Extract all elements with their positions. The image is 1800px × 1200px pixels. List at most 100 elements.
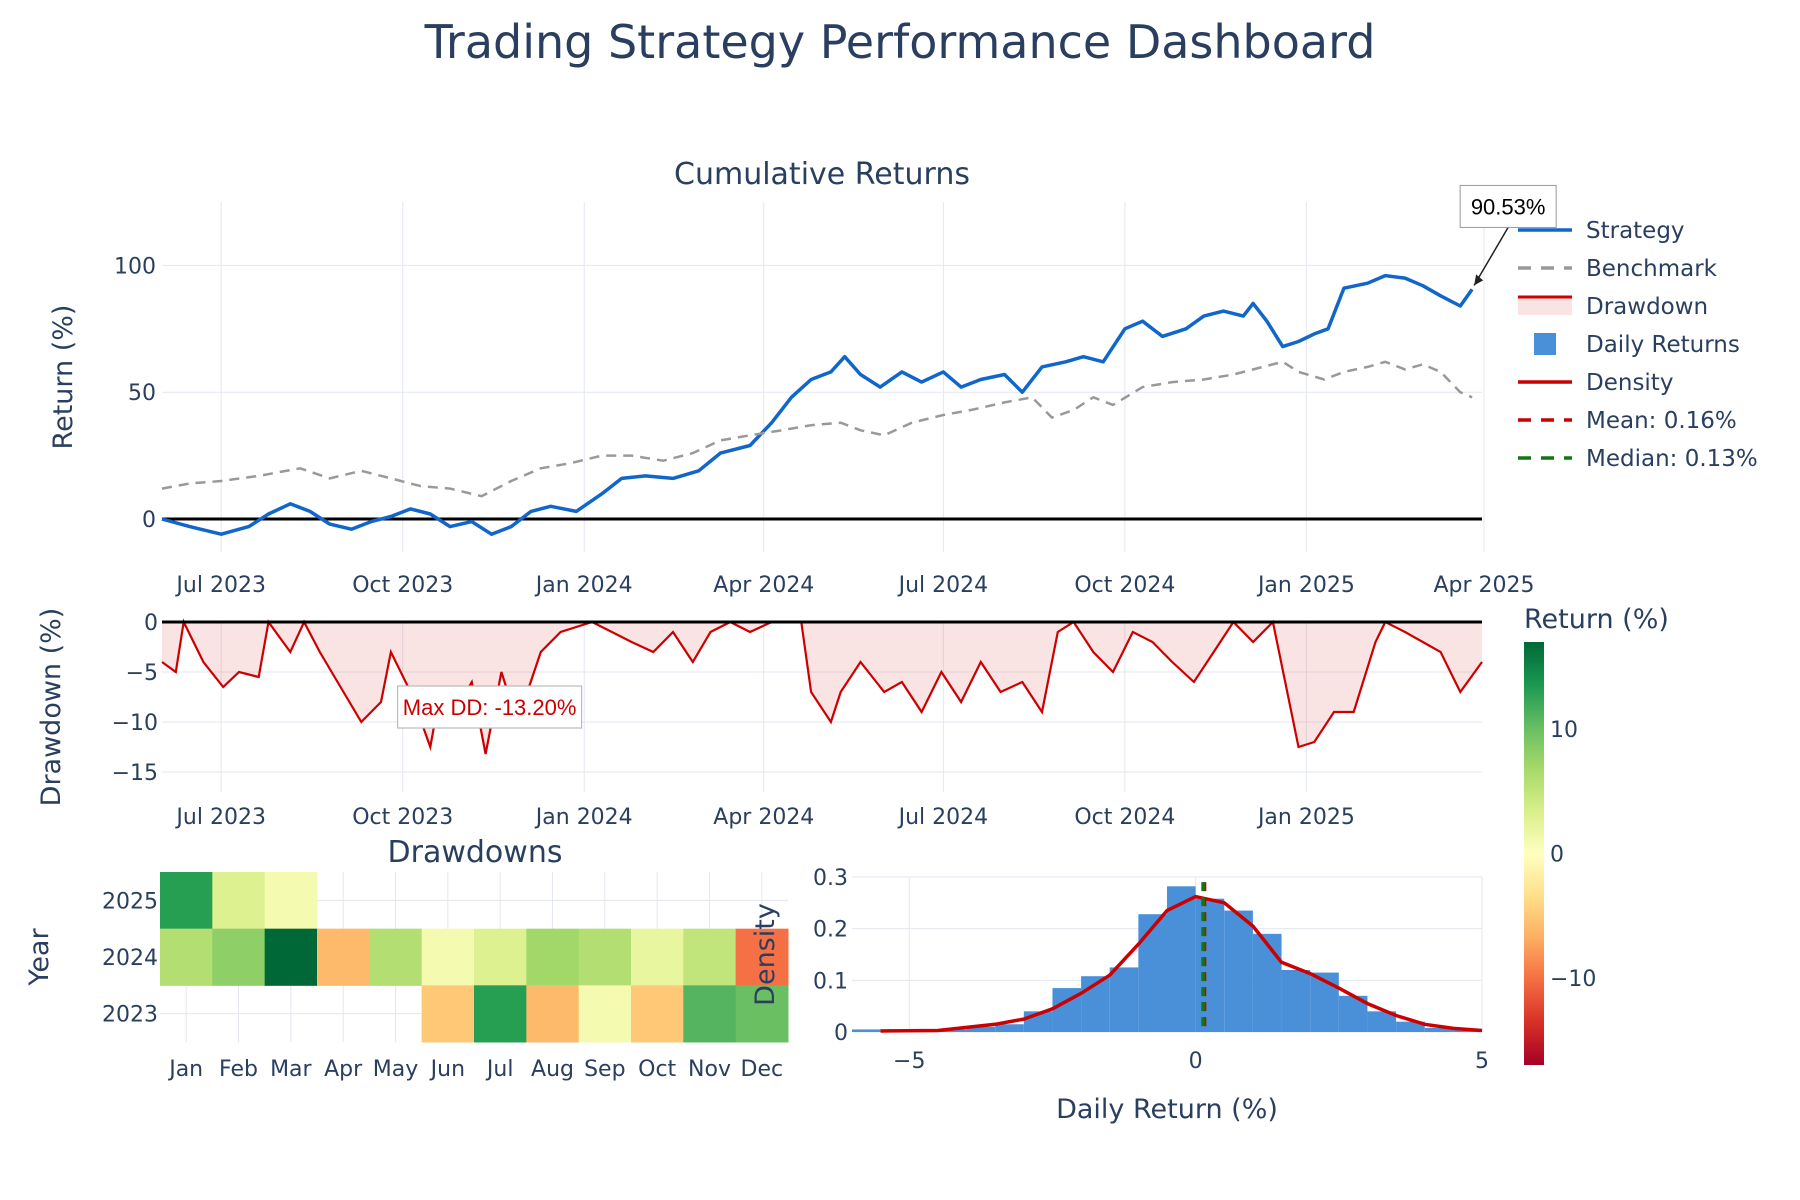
y-axis-title: Density: [750, 903, 781, 1006]
heatmap-cell: [526, 928, 580, 986]
histogram-bar: [1396, 1021, 1425, 1032]
heatmap-cell: [317, 928, 370, 986]
month-label: Mar: [270, 1057, 312, 1082]
legend-item[interactable]: Median: 0.13%: [1518, 446, 1758, 472]
x-tick-label: Oct 2023: [352, 573, 453, 598]
legend-item[interactable]: Strategy: [1518, 218, 1685, 244]
histogram-bar: [1281, 970, 1311, 1032]
x-tick-label: Jan 2025: [1256, 573, 1355, 598]
month-label: Feb: [219, 1057, 258, 1082]
histogram-bar: [1109, 967, 1139, 1032]
heatmap-cell: [526, 985, 580, 1043]
return-distribution-panel: 0 0.1 0.2 0.3 −5 0 5 Daily Return (%) Density: [750, 866, 1489, 1125]
month-label: Aug: [531, 1057, 574, 1082]
heatmap-cell: [578, 985, 632, 1043]
legend-item[interactable]: Daily Returns: [1534, 332, 1740, 358]
annotation-arrow: [1473, 227, 1509, 286]
x-tick-label: 5: [1475, 1049, 1489, 1074]
legend-swatch: [1534, 333, 1556, 355]
legend[interactable]: Strategy Benchmark Drawdown Daily Returns De…: [1518, 218, 1758, 472]
histogram-bar: [966, 1026, 996, 1032]
month-label: Jul: [485, 1057, 514, 1082]
x-tick-label: Jul 2024: [897, 805, 989, 830]
y-tick-label: 0.1: [813, 969, 848, 994]
cumulative-returns-panel: Cumulative Returns Jul 2023 Oct 2023 Jan 20…: [48, 157, 1557, 598]
x-tick-label: Apr 2025: [1433, 573, 1534, 598]
year-label: 2024: [102, 946, 158, 971]
colorbar: Return (%) −10 0 10: [1524, 604, 1669, 1065]
final-return-annotation: 90.53%: [1471, 194, 1546, 219]
y-tick-label: 0.2: [813, 918, 848, 943]
histogram-bar: [1167, 886, 1196, 1032]
month-label: May: [373, 1057, 418, 1082]
heatmap-cell: [264, 872, 318, 930]
heatmap-cell: [212, 872, 266, 930]
y-tick-label: 50: [128, 381, 156, 406]
x-tick-label: Apr 2024: [713, 573, 814, 598]
legend-swatch: [1518, 297, 1572, 315]
y-axis-title: Year: [24, 928, 55, 987]
legend-item[interactable]: Density: [1518, 370, 1673, 396]
heatmap-cell: [369, 928, 423, 986]
y-axis-title: Drawdown (%): [36, 608, 67, 807]
month-label: Jan: [167, 1057, 203, 1082]
max-drawdown-annotation: Max DD: -13.20%: [403, 695, 577, 720]
heatmap-cell: [474, 985, 527, 1043]
x-tick-label: Oct 2023: [352, 805, 453, 830]
month-label: Oct: [638, 1057, 676, 1082]
histogram-bar: [1195, 898, 1225, 1032]
heatmap-cell: [735, 928, 789, 986]
x-tick-label: Apr 2024: [713, 805, 814, 830]
x-axis-title: Daily Return (%): [1056, 1094, 1278, 1125]
colorbar-gradient: [1524, 642, 1544, 1065]
x-tick-label: Jan 2024: [534, 805, 633, 830]
annotation-arrowhead: [1474, 274, 1484, 286]
heatmap-cell: [160, 928, 213, 986]
month-label: Sep: [584, 1057, 625, 1082]
heatmap-cell: [474, 928, 527, 986]
month-label: Jun: [429, 1057, 465, 1082]
heatmap-cell: [578, 928, 632, 986]
month-label: Apr: [324, 1057, 363, 1082]
drawdown-line: [161, 618, 1483, 755]
panel-title: Cumulative Returns: [674, 157, 970, 192]
x-tick-label: Oct 2024: [1074, 805, 1175, 830]
legend-label: Daily Returns: [1586, 332, 1740, 358]
x-tick-label: Jan 2024: [534, 573, 633, 598]
y-tick-label: −5: [126, 661, 158, 686]
monthly-heatmap-panel: Drawdowns Jan Feb Mar Apr May Jun Jul Aug Sep Oct N…: [24, 835, 789, 1082]
legend-item[interactable]: Benchmark: [1518, 256, 1718, 282]
x-tick-label: 0: [1189, 1049, 1203, 1074]
x-tick-label: Jan 2025: [1256, 805, 1355, 830]
heatmap-cell: [683, 928, 737, 986]
histogram-bar: [852, 1029, 881, 1032]
histogram-bar: [1252, 933, 1282, 1032]
heatmap-cell: [421, 985, 475, 1043]
benchmark-line: [161, 360, 1473, 498]
x-tick-label: Jul 2023: [174, 805, 266, 830]
annotation-box: [1459, 184, 1557, 228]
heatmap-cell: [683, 985, 737, 1043]
heatmap-cell: [631, 985, 684, 1043]
y-tick-label: 100: [114, 254, 156, 279]
legend-item[interactable]: Drawdown: [1518, 294, 1708, 320]
colorbar-title: Return (%): [1524, 604, 1669, 635]
annotation-box: [396, 685, 583, 729]
heatmap-cell: [735, 985, 789, 1043]
year-label: 2025: [102, 889, 158, 914]
heatmap-cell: [264, 928, 318, 986]
y-tick-label: −10: [112, 711, 158, 736]
legend-label: Density: [1586, 370, 1673, 396]
histogram-bar: [1424, 1027, 1454, 1032]
strategy-line: [161, 273, 1474, 536]
legend-label: Median: 0.13%: [1586, 446, 1758, 472]
legend-item[interactable]: Mean: 0.16%: [1518, 408, 1737, 434]
legend-label: Mean: 0.16%: [1586, 408, 1737, 434]
y-tick-label: 0.3: [813, 866, 848, 891]
colorbar-tick-label: 10: [1550, 718, 1578, 743]
legend-label: Benchmark: [1586, 256, 1718, 282]
histogram-bar: [1224, 910, 1253, 1032]
density-curve: [880, 894, 1483, 1033]
heatmap-cell: [212, 928, 266, 986]
